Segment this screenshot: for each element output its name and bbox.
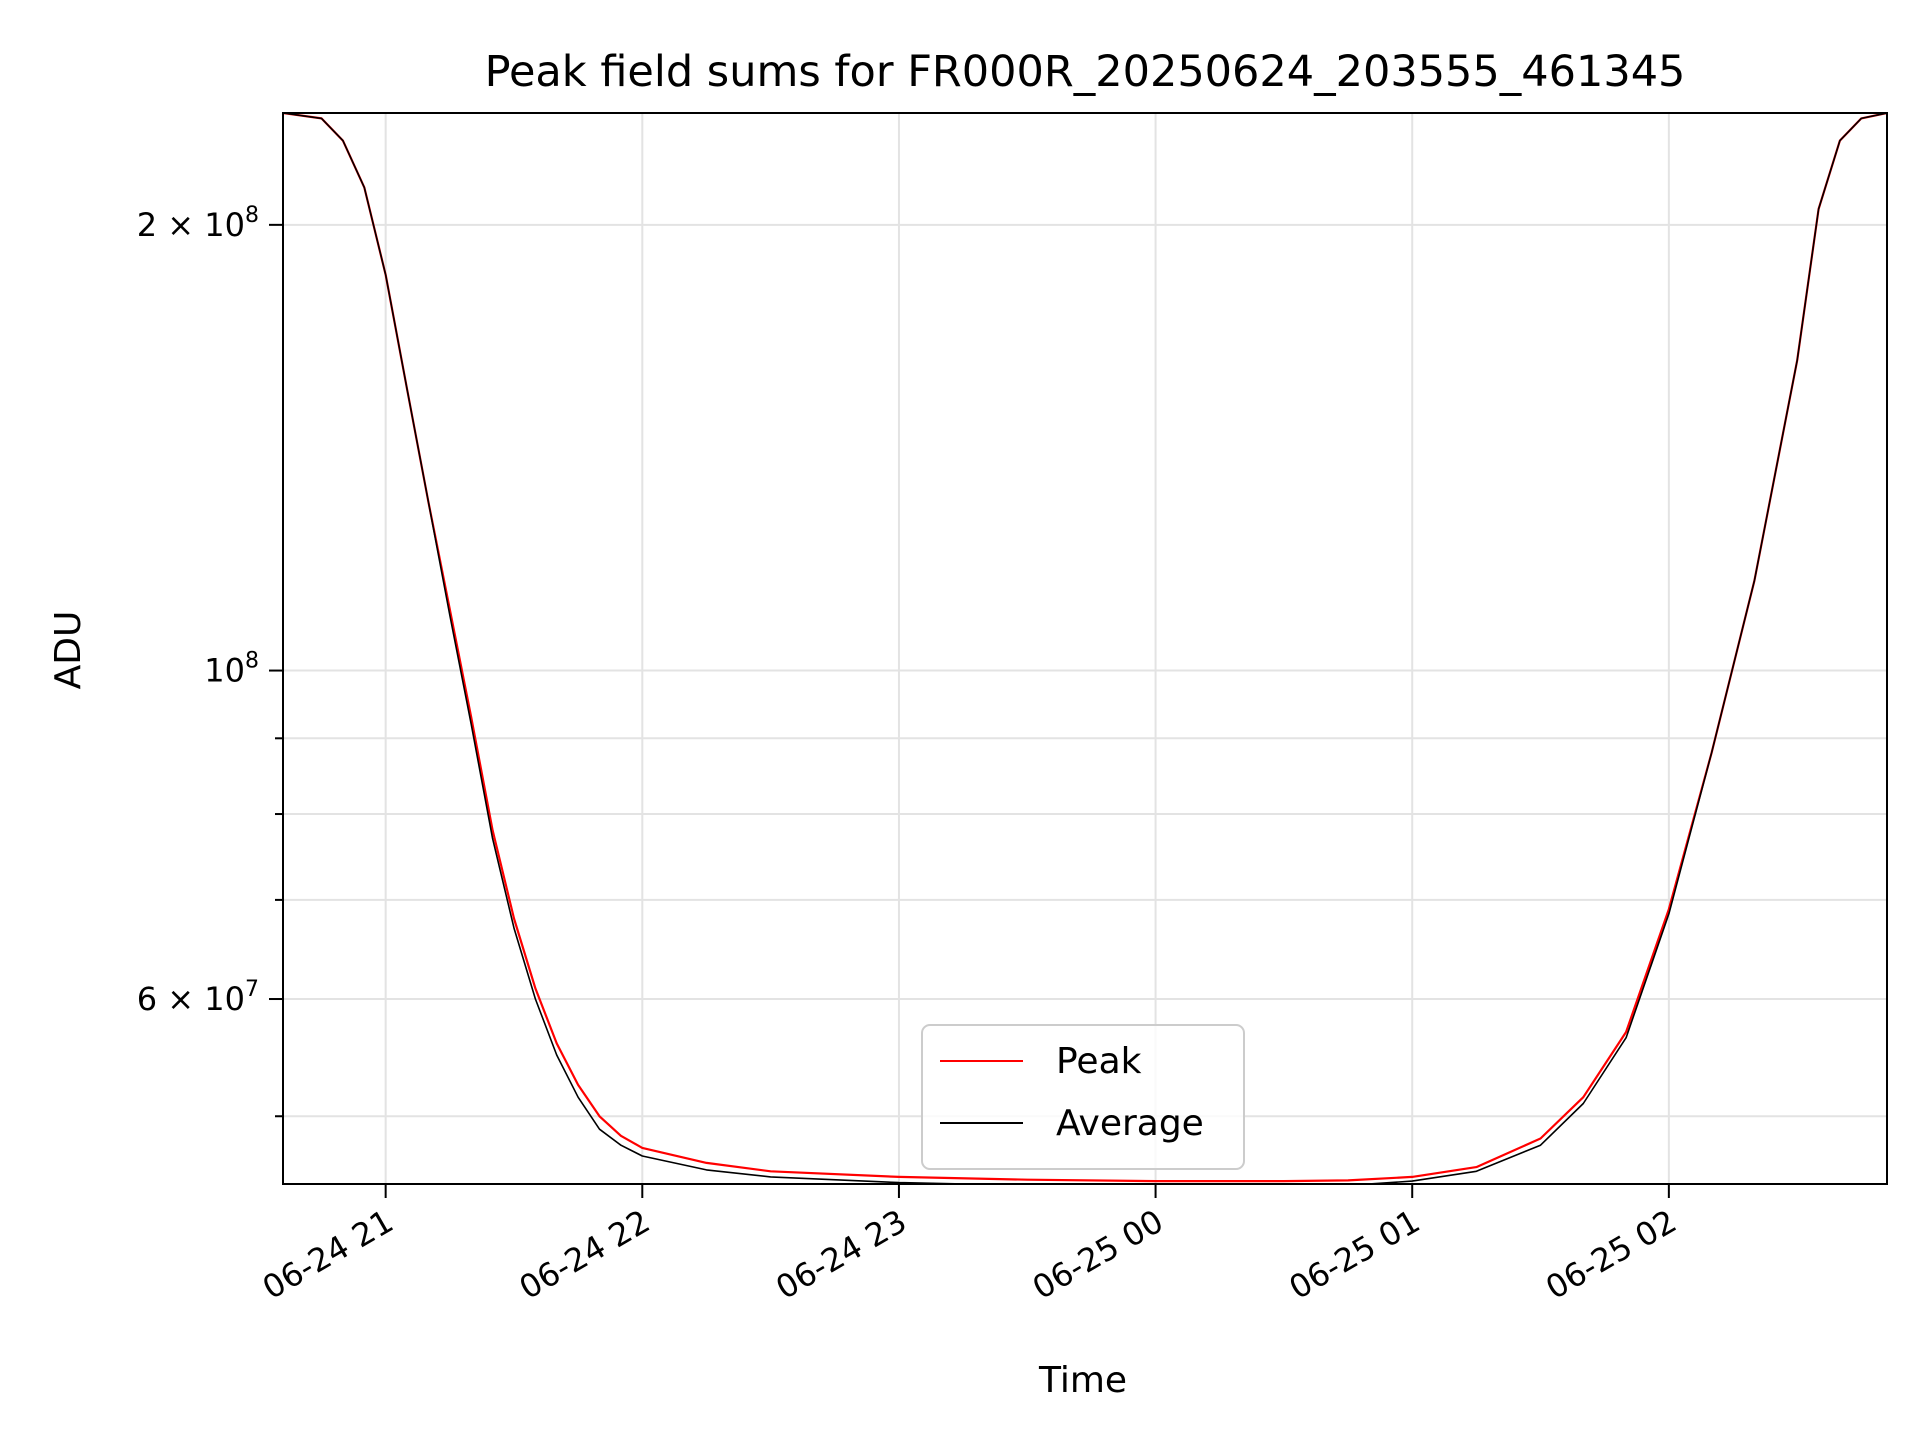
plot-frame xyxy=(282,112,1888,1185)
y-tick-label: 108 xyxy=(204,649,259,690)
grid xyxy=(283,113,1887,1184)
legend-label-peak: Peak xyxy=(1056,1041,1142,1082)
chart-title: Peak field sums for FR000R_20250624_2035… xyxy=(485,47,1686,97)
x-axis-label: Time xyxy=(1038,1360,1127,1401)
legend: Peak Average xyxy=(921,1024,1245,1170)
series-line-average xyxy=(283,113,1887,1184)
y-tick-label: 2 × 108 xyxy=(137,203,259,244)
legend-label-average: Average xyxy=(1056,1103,1204,1144)
y-tick-label: 6 × 107 xyxy=(137,977,259,1018)
series-lines xyxy=(283,113,1887,1184)
y-axis-label: ADU xyxy=(48,611,89,690)
